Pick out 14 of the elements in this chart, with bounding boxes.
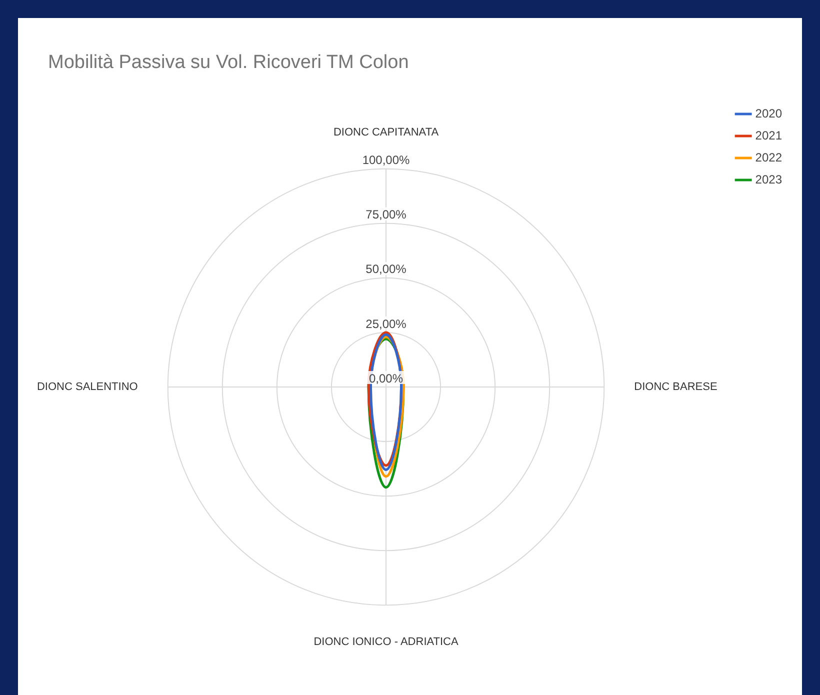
- y-tick-label: 100,00%: [362, 153, 410, 168]
- legend-label: 2023: [755, 172, 782, 186]
- legend-label: 2021: [755, 128, 782, 142]
- y-tick-label: 50,00%: [366, 262, 407, 276]
- legend-label: 2020: [755, 106, 782, 120]
- y-tick-label: 0,00%: [368, 371, 404, 386]
- y-tick-label: 75,00%: [366, 208, 407, 222]
- spoke-label: DIONC IONICO - ADRIATICA: [314, 636, 459, 648]
- y-tick-label: 25,00%: [366, 316, 407, 331]
- spoke-label: DIONC CAPITANATA: [333, 126, 440, 138]
- spoke-label: DIONC BARESE: [634, 381, 718, 394]
- chart-title: Mobilità Passiva su Vol. Ricoveri TM Colon: [48, 52, 409, 74]
- legend-label: 2022: [755, 150, 782, 164]
- spoke-label: DIONC SALENTINO: [36, 381, 138, 394]
